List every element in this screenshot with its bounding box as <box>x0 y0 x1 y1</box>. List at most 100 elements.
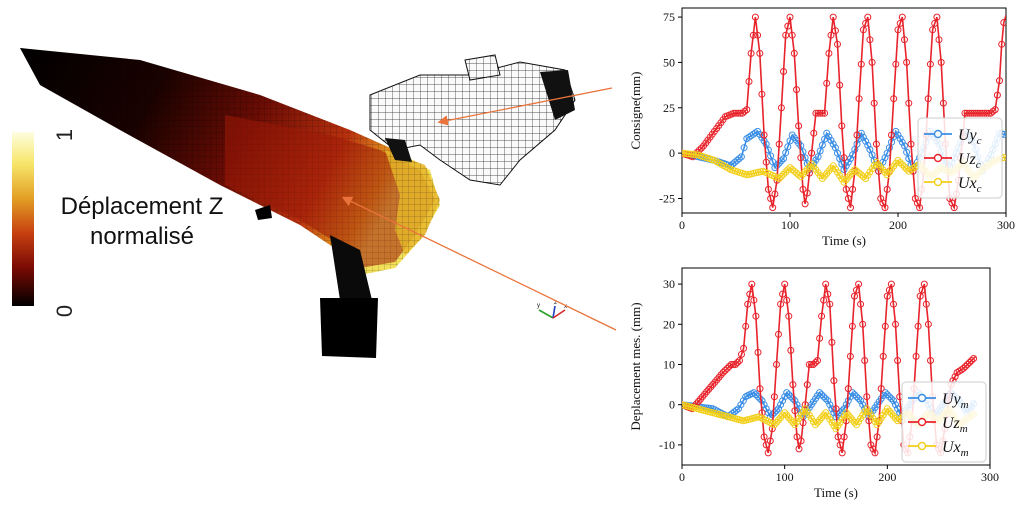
arrow-to-consigne <box>437 87 613 126</box>
series-point-uy <box>855 395 863 403</box>
series-point-uz <box>877 385 885 393</box>
series-point-uz <box>791 407 799 415</box>
series-point-uz <box>821 109 829 117</box>
series-point-ux <box>692 151 700 159</box>
series-point-uz <box>719 369 727 376</box>
series-point-ux <box>857 171 865 179</box>
series-point-uy <box>767 152 775 160</box>
series-point-uz <box>827 31 835 39</box>
series-point-uz <box>963 109 971 117</box>
series-point-uz <box>803 381 811 389</box>
series-point-uz <box>756 49 764 57</box>
series-point-uy <box>883 391 891 399</box>
series-point-uy <box>901 142 908 150</box>
series-point-uz <box>810 129 818 137</box>
series-point-uz <box>993 91 1001 99</box>
series-point-uz <box>937 58 945 66</box>
fem-simulation-view: y z x 1 0 Déplacement Z normalisé <box>12 48 576 358</box>
x-tick-label: 0 <box>679 470 685 484</box>
series-point-uz <box>723 365 731 372</box>
series-point-uy <box>784 143 792 151</box>
series-point-uy <box>770 409 778 417</box>
series-point-uz <box>795 445 803 453</box>
legend-label-ux: Uxc <box>958 175 982 195</box>
series-point-uz <box>873 433 881 441</box>
series-point-uy <box>851 391 858 399</box>
series-point-uz <box>998 40 1006 48</box>
series-point-uz <box>855 95 863 103</box>
series-point-uz <box>918 286 926 294</box>
series-point-uz <box>896 19 904 27</box>
series-point-uz <box>855 280 863 288</box>
y-axis-label: Consigne(mm) <box>628 72 643 150</box>
x-tick-label: 100 <box>781 218 799 232</box>
series-point-uz <box>987 109 995 117</box>
series-point-uy <box>885 393 893 401</box>
series-point-uz <box>840 154 848 162</box>
series-point-ux <box>790 167 798 175</box>
legend-label-uy: Uyc <box>958 127 982 147</box>
colorbar-label-line2: normalisé <box>89 223 195 250</box>
series-point-uz <box>789 381 797 389</box>
series-point-uz <box>853 131 861 139</box>
series-point-uz <box>894 357 902 364</box>
y-tick-label: 10 <box>663 357 675 371</box>
legend-marker-ux <box>933 177 943 187</box>
series-point-uz <box>838 122 846 130</box>
series-point-uz <box>733 359 741 366</box>
series-point-uy <box>859 133 867 141</box>
series-point-uy <box>814 153 822 161</box>
series-point-uz <box>730 109 738 117</box>
series-point-uz <box>727 361 735 368</box>
series-point-uz <box>887 280 895 288</box>
series-point-uz <box>951 373 959 381</box>
series-point-uz <box>829 13 837 21</box>
series-point-uz <box>857 60 865 68</box>
series-point-uz <box>950 204 958 212</box>
series-point-ux <box>853 167 861 175</box>
series-point-uy <box>732 406 740 414</box>
series-point-uz <box>799 185 807 193</box>
series-point-uz <box>745 78 753 85</box>
series-point-uz <box>783 296 791 304</box>
series-point-uy <box>780 155 787 163</box>
series-point-uz <box>966 359 973 366</box>
series-point-uz <box>725 363 733 370</box>
series-point-uy <box>892 401 899 409</box>
series-point-uz <box>697 144 705 152</box>
series-point-ux <box>793 169 800 177</box>
series-point-uz <box>787 346 795 354</box>
series-point-uz <box>793 86 800 94</box>
series-point-uy <box>818 391 826 399</box>
x-tick-label: 0 <box>679 218 685 232</box>
series-point-uz <box>881 322 889 330</box>
series-point-uz <box>731 361 739 368</box>
plot-frame <box>681 267 991 466</box>
series-point-uz <box>762 158 770 166</box>
series-point-uz <box>805 361 813 368</box>
series-point-uz <box>996 77 1003 85</box>
series-point-uy <box>740 144 748 152</box>
series-point-uz <box>968 357 975 364</box>
series-point-uz <box>883 185 891 193</box>
series-point-uy <box>853 393 860 401</box>
series-point-ux <box>788 166 796 173</box>
series-point-uy <box>735 155 743 163</box>
series-point-uz <box>961 363 969 370</box>
series-point-uz <box>785 312 793 320</box>
series-point-uz <box>890 95 898 103</box>
series-point-ux <box>784 166 792 174</box>
series-point-uz <box>754 348 762 356</box>
series-point-uz <box>762 441 770 449</box>
series-point-uz <box>872 140 880 148</box>
series-point-uz <box>883 292 891 300</box>
series-point-uz <box>820 296 828 304</box>
series-point-uz <box>741 107 749 115</box>
triad-y-label: y <box>537 303 540 309</box>
series-point-uz <box>838 449 846 457</box>
series-point-uz <box>888 131 895 139</box>
y-tick-label: 30 <box>663 277 675 291</box>
series-point-uy <box>752 391 760 399</box>
x-tick-label: 100 <box>776 470 794 484</box>
series-point-uz <box>807 361 815 368</box>
